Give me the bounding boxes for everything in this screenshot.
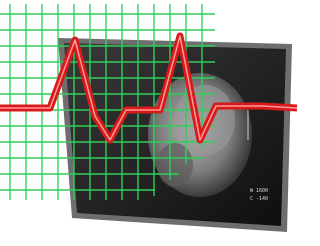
page: {"screen": {"window_label": "W 1600", "c… (0, 0, 297, 246)
center-label: C -140 (250, 196, 268, 202)
face-scan (157, 143, 193, 187)
brain-scan (175, 85, 235, 155)
illustration: W 1600 C -140 (0, 0, 297, 246)
window-label: W 1600 (250, 188, 268, 194)
